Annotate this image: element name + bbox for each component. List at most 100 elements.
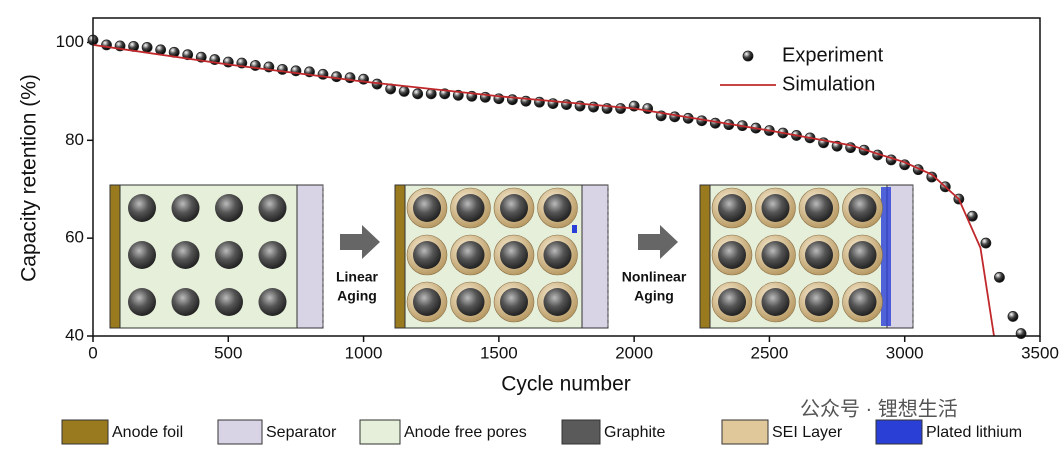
data-point xyxy=(926,171,938,183)
graphite xyxy=(258,288,287,316)
annotation: Aging xyxy=(337,288,377,304)
data-point xyxy=(994,271,1005,283)
plated-li xyxy=(881,187,891,326)
x-tick-label: 3000 xyxy=(886,343,924,362)
data-line xyxy=(92,44,995,337)
graphite xyxy=(805,241,833,269)
material-swatch xyxy=(721,419,769,445)
material-label: SEI Layer xyxy=(772,424,843,441)
x-tick-label: 500 xyxy=(214,343,242,362)
data-point xyxy=(1007,311,1019,322)
separator xyxy=(296,184,324,329)
graphite xyxy=(543,194,572,222)
x-tick-label: 2500 xyxy=(751,343,789,362)
graphite xyxy=(805,288,833,316)
y-tick-label: 100 xyxy=(56,32,84,51)
graphite xyxy=(456,288,485,316)
x-tick-label: 0 xyxy=(88,343,97,362)
graphite xyxy=(848,194,877,222)
x-tick-label: 3500 xyxy=(1021,343,1059,362)
y-axis-title: Capacity retention (%) xyxy=(18,74,41,282)
graphite xyxy=(128,288,156,316)
data-point xyxy=(398,85,410,97)
material-swatch xyxy=(875,419,923,445)
graphite xyxy=(848,241,877,269)
legend-label: Simulation xyxy=(782,73,875,95)
data-point xyxy=(331,71,342,83)
data-point xyxy=(101,39,112,51)
graphite xyxy=(413,194,441,222)
graphite xyxy=(171,288,200,316)
inset-panel xyxy=(699,184,914,329)
material-swatch xyxy=(217,419,263,445)
data-point xyxy=(534,96,545,108)
graphite xyxy=(215,241,243,269)
x-tick-label: 1500 xyxy=(480,343,518,362)
graphite xyxy=(761,241,790,269)
foil xyxy=(109,184,121,329)
material-swatch xyxy=(561,419,601,445)
graphite xyxy=(258,194,287,222)
graphite xyxy=(718,194,746,222)
x-axis-title: Cycle number xyxy=(501,373,631,396)
arrow xyxy=(340,225,380,259)
material-label: Anode foil xyxy=(112,424,183,441)
data-point xyxy=(615,103,627,114)
graphite xyxy=(413,288,441,316)
graphite xyxy=(761,194,790,222)
y-tick-label: 60 xyxy=(65,228,84,247)
watermark: 公众号 · 锂想生活 xyxy=(800,397,958,420)
data-point xyxy=(276,63,288,75)
data-point xyxy=(425,88,437,100)
graphite xyxy=(500,241,528,269)
graphite xyxy=(215,288,243,316)
y-tick-label: 80 xyxy=(65,130,84,149)
graphite xyxy=(456,194,485,222)
separator xyxy=(886,184,914,329)
graphite xyxy=(258,241,287,269)
graphite xyxy=(413,241,441,269)
data-point xyxy=(1015,328,1027,339)
foil xyxy=(394,184,406,329)
graphite xyxy=(128,194,156,222)
graphite xyxy=(456,241,485,269)
x-tick-label: 2000 xyxy=(615,343,653,362)
graphite xyxy=(171,194,200,222)
inset-panel xyxy=(394,184,609,329)
graphite xyxy=(128,241,156,269)
legend-marker xyxy=(742,50,754,62)
data-point xyxy=(412,88,424,100)
separator xyxy=(581,184,609,329)
material-label: Graphite xyxy=(604,424,665,441)
data-point xyxy=(141,41,153,53)
material-swatch xyxy=(61,419,109,445)
graphite xyxy=(215,194,243,222)
graphite xyxy=(500,288,528,316)
graphite xyxy=(543,241,572,269)
foil xyxy=(699,184,711,329)
plot-frame xyxy=(92,17,1041,337)
arrow xyxy=(638,225,678,259)
data-point xyxy=(182,49,194,61)
y-tick-label: 40 xyxy=(65,325,84,344)
data-point xyxy=(669,111,681,123)
graphite xyxy=(543,288,572,316)
x-tick-label: 1000 xyxy=(345,343,383,362)
graphite xyxy=(171,241,200,269)
inset-panel xyxy=(109,184,324,329)
data-point xyxy=(588,101,599,113)
material-swatch xyxy=(359,419,401,445)
graphite xyxy=(500,194,528,222)
plated-li xyxy=(572,225,577,233)
data-point xyxy=(980,237,992,249)
legend-label: Experiment xyxy=(782,44,884,66)
graphite xyxy=(718,288,746,316)
annotation: Aging xyxy=(634,288,674,304)
graphite xyxy=(761,288,790,316)
annotation: Nonlinear xyxy=(622,269,687,285)
data-point xyxy=(506,94,518,106)
material-label: Plated lithium xyxy=(926,424,1022,441)
material-label: Separator xyxy=(266,424,337,441)
